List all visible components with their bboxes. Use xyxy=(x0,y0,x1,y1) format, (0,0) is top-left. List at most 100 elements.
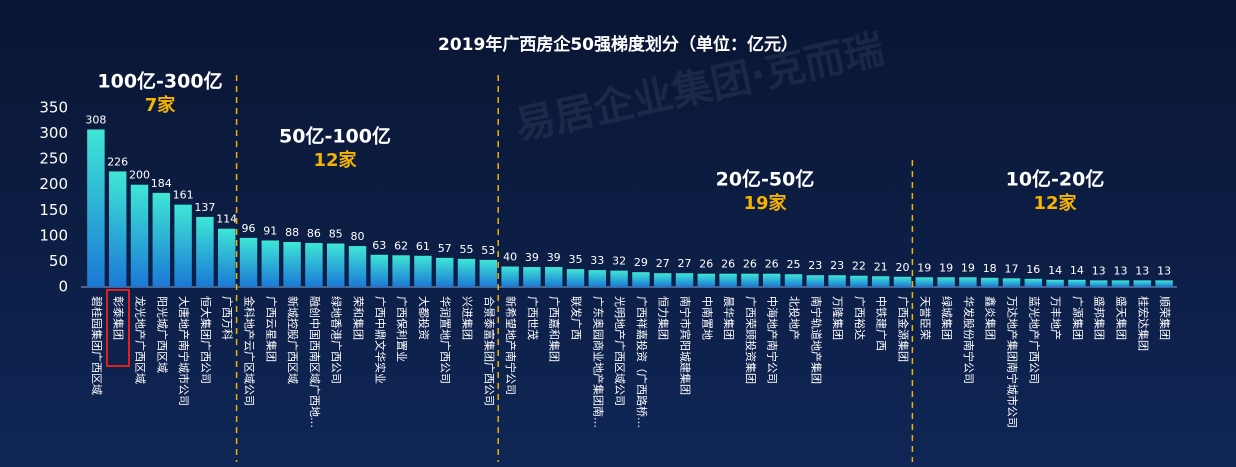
x-tick-label: 龙光地产广西区域 xyxy=(134,296,148,384)
y-tick-label: 200 xyxy=(39,175,68,193)
value-label: 161 xyxy=(173,189,194,202)
group-range: 100亿-300亿 xyxy=(97,70,222,93)
bar xyxy=(108,171,127,287)
value-label: 14 xyxy=(1048,264,1062,277)
value-label: 61 xyxy=(416,240,430,253)
value-label: 20 xyxy=(896,261,910,274)
x-tick-label: 新城控股广西区域 xyxy=(286,296,300,384)
x-tick-label: 广西荣顾投资集团 xyxy=(744,296,758,384)
bar xyxy=(719,273,737,287)
bar xyxy=(653,273,672,287)
x-tick-label: 广西祥嘉投资（广西路桥… xyxy=(635,296,649,428)
x-tick-label: 大唐地产南宁城市公司 xyxy=(177,296,191,406)
x-tick-label: 恒力集团 xyxy=(657,296,671,340)
value-label: 29 xyxy=(634,256,648,269)
y-tick-label: 100 xyxy=(39,226,68,244)
bar xyxy=(850,275,868,287)
x-tick-label: 桂宏达集团 xyxy=(1136,296,1150,351)
x-tick-label: 广西裕达 xyxy=(853,296,866,340)
group-count: 7家 xyxy=(145,94,177,116)
x-tick-label: 兴进集团 xyxy=(461,296,475,340)
value-label: 19 xyxy=(917,261,931,274)
x-tick-label: 大都投资 xyxy=(417,296,431,340)
bar xyxy=(435,257,454,287)
value-label: 55 xyxy=(460,243,474,256)
bar xyxy=(610,270,628,287)
value-label: 40 xyxy=(503,251,517,264)
x-tick-label: 广西云星集团 xyxy=(264,296,278,362)
chart-title: 2019年广西房企50强梯度划分（单位：亿元） xyxy=(438,34,798,55)
value-label: 80 xyxy=(351,230,365,243)
x-tick-label: 碧桂园集团广西区域 xyxy=(90,296,104,395)
value-label: 33 xyxy=(590,254,604,267)
bar xyxy=(348,246,367,287)
y-tick-label: 250 xyxy=(39,150,68,168)
x-tick-label: 广西世茂 xyxy=(526,296,540,340)
x-tick-label: 广西万科 xyxy=(221,296,235,340)
bar xyxy=(588,270,607,287)
bar xyxy=(980,277,999,287)
value-label: 200 xyxy=(129,169,150,182)
x-tick-label: 北投地产 xyxy=(788,296,802,340)
y-tick-label: 150 xyxy=(39,201,68,219)
bar xyxy=(1068,279,1086,287)
bar xyxy=(632,272,650,287)
bar xyxy=(217,228,236,287)
x-tick-label: 中南置地 xyxy=(700,296,713,340)
bar xyxy=(806,275,825,287)
bar xyxy=(457,258,476,287)
x-tick-label: 南宁市宾阳城建集团 xyxy=(679,296,693,395)
value-label: 16 xyxy=(1026,263,1040,276)
bar xyxy=(937,277,955,287)
bar xyxy=(370,254,389,287)
group-count: 12家 xyxy=(1033,192,1077,214)
value-label: 86 xyxy=(307,227,321,240)
bar xyxy=(523,267,541,287)
value-label: 19 xyxy=(939,261,953,274)
bar xyxy=(1155,280,1173,287)
x-tick-label: 华发股份南宁公司 xyxy=(962,296,976,384)
bar xyxy=(675,273,694,287)
x-tick-label: 联发广西 xyxy=(570,296,584,340)
value-label: 23 xyxy=(830,259,844,272)
group-range: 20亿-50亿 xyxy=(716,168,815,191)
group-range: 10亿-20亿 xyxy=(1006,168,1105,191)
value-label: 53 xyxy=(481,244,495,257)
x-tick-label: 合景泰富集团广西公司 xyxy=(482,296,496,406)
value-label: 62 xyxy=(394,239,408,252)
bar xyxy=(566,269,585,287)
x-tick-label: 蓝光地产广西公司 xyxy=(1027,296,1041,384)
x-tick-label: 南宁轨道地产集团 xyxy=(809,296,823,384)
value-label: 26 xyxy=(743,258,757,271)
bar xyxy=(174,204,192,287)
x-tick-label: 万隆集团 xyxy=(831,296,845,340)
bar xyxy=(479,259,498,287)
y-tick-label: 50 xyxy=(49,252,68,270)
value-label: 32 xyxy=(612,255,626,268)
value-label: 27 xyxy=(656,257,670,270)
value-label: 96 xyxy=(242,222,256,235)
bar xyxy=(893,276,912,287)
bar xyxy=(959,277,977,287)
x-tick-label: 广东奥园商业地产集团南… xyxy=(591,296,605,428)
x-tick-label: 万达地产集团南宁城市公司 xyxy=(1006,296,1020,428)
bar xyxy=(697,273,716,287)
value-label: 88 xyxy=(285,226,299,239)
bar xyxy=(87,129,105,287)
value-label: 114 xyxy=(216,213,237,226)
bar xyxy=(915,277,934,287)
value-label: 308 xyxy=(85,113,106,126)
value-label: 57 xyxy=(438,242,452,255)
value-label: 63 xyxy=(372,239,386,252)
bar xyxy=(828,275,846,287)
bar xyxy=(501,266,519,287)
bar xyxy=(544,267,563,287)
y-tick-label: 300 xyxy=(39,124,68,142)
x-tick-label: 荣和集团 xyxy=(352,296,366,340)
x-tick-label: 顺荣集团 xyxy=(1158,296,1172,340)
x-tick-label: 中铁建广西 xyxy=(875,296,889,351)
value-label: 35 xyxy=(569,253,583,266)
x-tick-label: 广西金源集团 xyxy=(897,296,911,362)
x-tick-label: 广西中鼎文华实业 xyxy=(373,296,387,384)
